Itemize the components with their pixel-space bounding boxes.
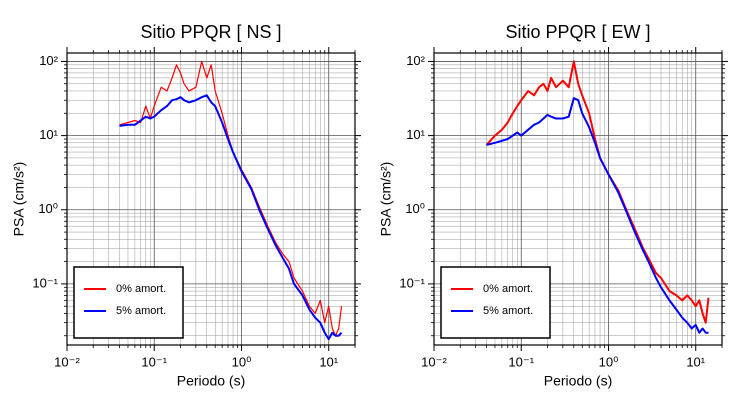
chart: 10⁻² 10⁻¹ 10⁰ 10¹ 10⁻¹ 10⁰ 10¹ 10² 0% amort. 5% a… [11,22,361,389]
legend-box [440,266,551,339]
y-tick-label: 10⁰ [405,201,425,216]
series-line [119,94,343,341]
y-tick-label: 10⁻¹ [32,275,58,290]
y-axis-label: PSA (cm/s²) [11,162,27,237]
x-tick-label: 10⁻² [421,354,447,369]
legend-label: 0% amort. [483,283,533,295]
x-tick-label: 10¹ [686,354,705,369]
x-axis-label: Periodo (s) [177,373,245,389]
y-tick-label: 10¹ [406,127,425,142]
y-tick-label: 10¹ [39,127,58,142]
x-tick-label: 10¹ [319,354,338,369]
plot-frame [433,52,723,346]
y-tick-label: 10² [406,53,425,68]
y-tick-label: 10⁻¹ [399,275,425,290]
chart: 10⁻² 10⁻¹ 10⁰ 10¹ 10⁻¹ 10⁰ 10¹ 10² 0% amort. 5% a… [378,22,728,389]
legend-label: 0% amort. [116,283,166,295]
legend-box [73,266,184,339]
x-tick-label: 10⁰ [232,354,252,369]
y-tick-label: 10⁰ [38,201,58,216]
chart-title: Sitio PPQR [ EW ] [505,22,650,42]
x-axis-label: Periodo (s) [544,373,612,389]
x-tick-label: 10⁻² [54,354,80,369]
series-line [119,60,343,337]
x-tick-label: 10⁻¹ [141,354,167,369]
y-tick-label: 10² [39,53,58,68]
plot-frame [66,52,356,346]
chart-title: Sitio PPQR [ NS ] [140,22,281,42]
y-axis-label: PSA (cm/s²) [378,162,394,237]
legend-label: 5% amort. [483,305,533,317]
x-tick-label: 10⁰ [599,354,619,369]
x-tick-label: 10⁻¹ [508,354,534,369]
series-line [486,97,709,334]
series-line [485,60,710,324]
legend-label: 5% amort. [116,305,166,317]
